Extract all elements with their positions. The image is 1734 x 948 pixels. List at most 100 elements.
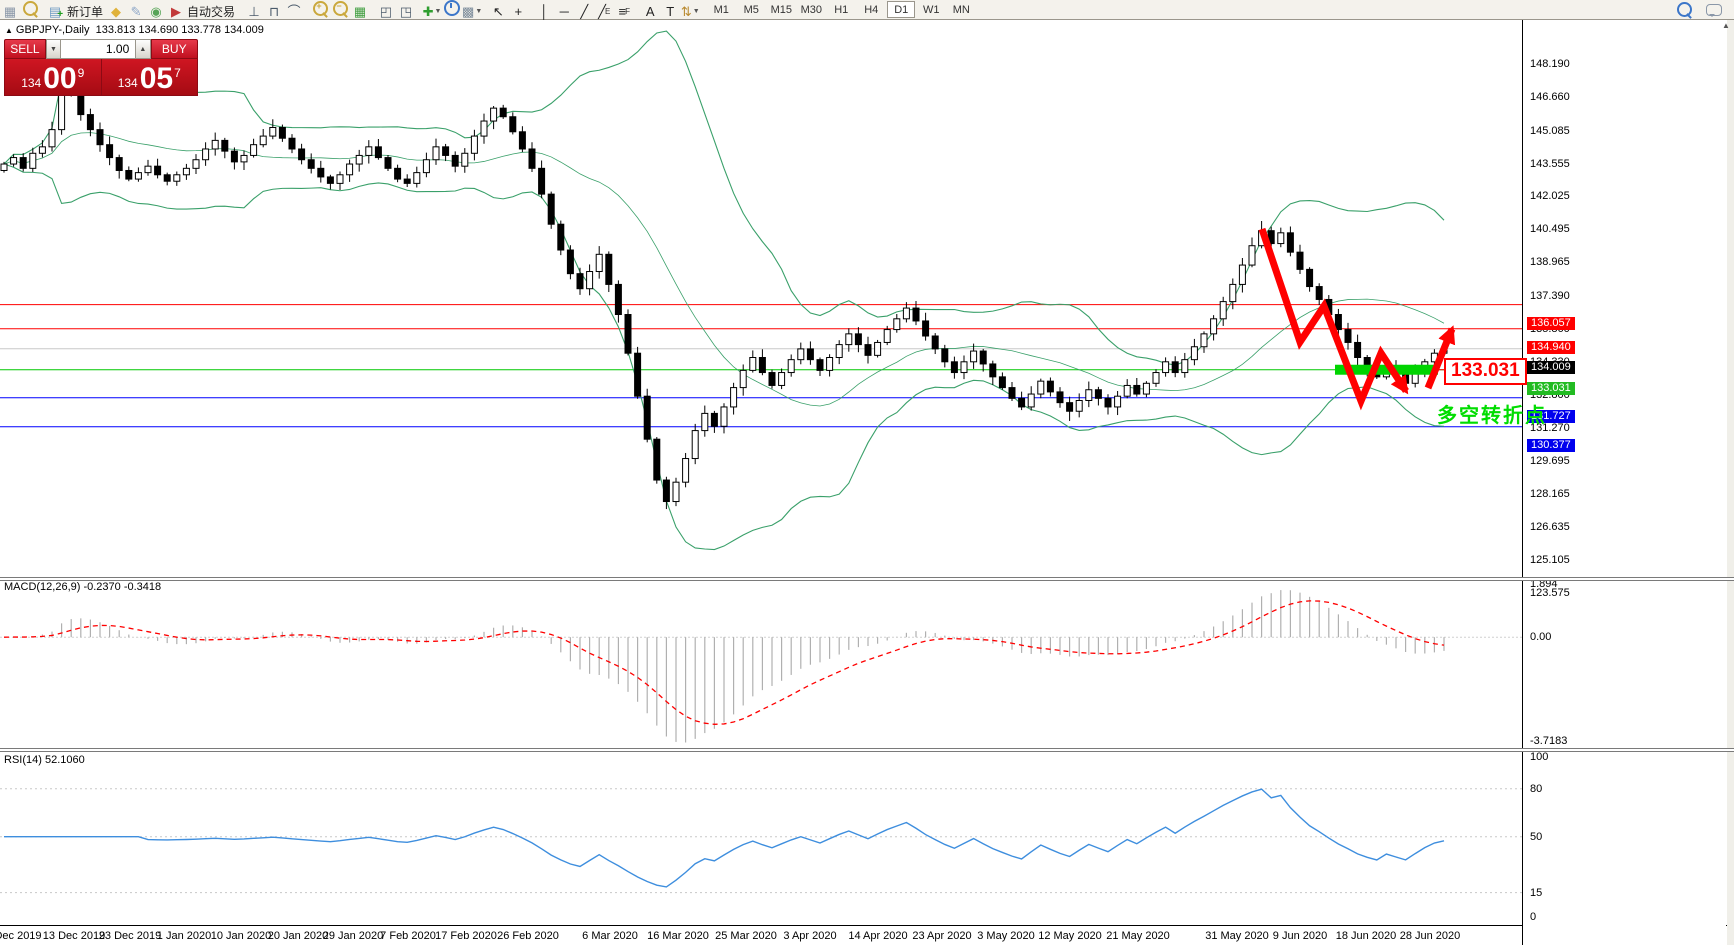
buy-button[interactable]: BUY <box>150 39 198 59</box>
symbol-name: GBPJPY-,Daily <box>15 24 90 36</box>
cursor-icon[interactable]: ↖ <box>492 3 504 19</box>
timeframe-W1[interactable]: W1 <box>923 3 940 16</box>
date-tick: 16 Mar 2020 <box>647 930 709 942</box>
chart-window[interactable]: ▲ GBPJPY-,Daily 133.813 134.690 133.778 1… <box>0 20 1734 948</box>
rsi-tick: 80 <box>1530 782 1543 795</box>
turning-point-note[interactable]: 多空转折点 <box>1437 405 1547 427</box>
arrange-windows-icon[interactable]: ◰ <box>379 3 393 19</box>
equidistant-channel-icon[interactable]: ╱ E <box>598 3 611 19</box>
timeframe-M1[interactable]: M1 <box>713 3 729 16</box>
collapse-triangle-icon[interactable]: ▲ <box>5 26 13 35</box>
date-tick: 14 Apr 2020 <box>848 930 908 942</box>
date-tick: 12 May 2020 <box>1038 930 1102 942</box>
arrange-cascade-icon[interactable]: ◳ <box>399 3 413 19</box>
sell-price-display[interactable]: 134 00 9 <box>5 59 102 95</box>
new-chart-icon[interactable]: ▦ <box>3 3 17 19</box>
text-icon[interactable]: A <box>645 3 655 19</box>
toolbar-right <box>1674 1 1734 18</box>
panel-sizer[interactable] <box>0 577 1734 581</box>
date-tick: 7 Feb 2020 <box>380 930 436 942</box>
price-tick: 142.025 <box>1530 190 1570 203</box>
trendline-icon[interactable]: ╱ <box>580 3 589 19</box>
text-label-icon[interactable]: T <box>666 3 675 19</box>
rsi-tick: 50 <box>1530 830 1543 843</box>
new-order-icon[interactable]: ▤ + <box>48 3 64 20</box>
metaeditor-icon[interactable]: ◆ <box>111 3 122 19</box>
date-tick: 13 Dec 2019 <box>42 930 106 942</box>
crosshair-icon[interactable]: + <box>514 3 523 19</box>
macd-tick: 1.894 <box>1530 578 1558 591</box>
timeframe-M5[interactable]: M5 <box>743 3 759 16</box>
price-axis[interactable]: 148.190 146.660 145.085 143.555 142.025 140.4… <box>1523 20 1726 945</box>
date-tick: 6 Mar 2020 <box>582 930 638 942</box>
add-indicator-icon[interactable]: ✚ ▼ <box>422 3 442 19</box>
panel-sizer[interactable] <box>0 748 1734 752</box>
vertical-line-icon[interactable]: │ <box>540 3 549 19</box>
timeframe-M30[interactable]: M30 <box>800 3 822 16</box>
timeframe-toolbar: M1 M5 M15 M30 H1 H4 D1 W1 MN <box>706 1 976 18</box>
price-badge: 133.031 <box>1527 381 1575 395</box>
price-tick: 123.575 <box>1530 587 1570 599</box>
rsi-canvas[interactable] <box>0 752 1522 923</box>
macd-canvas[interactable] <box>0 580 1522 746</box>
line-chart-icon[interactable]: ⌒ <box>287 3 301 19</box>
fibonacci-icon[interactable]: ≡ F <box>618 3 630 19</box>
sell-button[interactable]: SELL <box>4 39 46 59</box>
bar-chart-icon[interactable]: ⊥ <box>248 3 260 19</box>
support-level-label[interactable]: 133.031 <box>1444 358 1527 385</box>
scroll-up-icon[interactable]: ▲ <box>1722 21 1730 30</box>
volume-increase-button[interactable]: ▲ <box>135 39 151 59</box>
toolbar-icons: ▦ ▤ + 新订单 ◆ ✎ ◉ ▶ 自动交易 ⊥ ⊓ ⌒ + − ▦ ◰ ◳ ✚ ▼ ▩ ▼ ↖ + │ ─ ╱ ╱ E ≡ F A T ⇅ ▼ <box>0 0 706 20</box>
price-tick: 146.660 <box>1530 90 1570 103</box>
date-tick: 17 Feb 2020 <box>435 930 497 942</box>
price-tick: 143.555 <box>1530 157 1570 170</box>
new-order-label[interactable]: 新订单 <box>67 4 104 19</box>
sell-price-sup: 9 <box>77 66 85 80</box>
price-tick: 148.190 <box>1530 57 1570 70</box>
zoom-in-icon[interactable]: + <box>310 0 330 17</box>
tile-windows-icon[interactable]: ▦ <box>353 3 367 19</box>
sell-price-big: 00 <box>43 62 77 95</box>
search-icon[interactable] <box>1674 1 1694 18</box>
price-badge: 134.940 <box>1527 340 1575 354</box>
date-tick: 20 Jan 2020 <box>267 930 329 942</box>
price-badge: 136.057 <box>1527 316 1575 330</box>
rsi-tick: 0 <box>1530 910 1537 923</box>
buy-price-display[interactable]: 134 05 7 <box>101 59 197 95</box>
profiles-icon[interactable] <box>20 0 40 17</box>
experts-icon[interactable]: ✎ <box>130 3 142 19</box>
timeframe-D1[interactable]: D1 <box>887 1 916 18</box>
timeframe-H4[interactable]: H4 <box>864 3 879 16</box>
arrows-icon[interactable]: ⇅ ▼ <box>680 3 700 19</box>
toolbar: ▦ ▤ + 新订单 ◆ ✎ ◉ ▶ 自动交易 ⊥ ⊓ ⌒ + − ▦ ◰ ◳ ✚ ▼ ▩ ▼ ↖ + │ ─ ╱ ╱ E ≡ F A T ⇅ ▼ … <box>0 0 1734 20</box>
right-scroll-strip[interactable] <box>1727 20 1734 945</box>
zoom-out-icon[interactable]: − <box>330 0 350 17</box>
chat-icon[interactable] <box>1704 1 1724 18</box>
price-chart-canvas[interactable] <box>0 20 1522 577</box>
timeframe-MN[interactable]: MN <box>952 3 970 16</box>
volume-input[interactable]: 1.00 <box>61 39 136 59</box>
news-icon[interactable]: ◉ <box>150 3 162 19</box>
date-tick: 23 Dec 2019 <box>98 930 162 942</box>
price-tick: 128.165 <box>1530 488 1570 501</box>
price-badge: 130.377 <box>1527 438 1575 452</box>
date-tick: 10 Jan 2020 <box>210 930 272 942</box>
timeframe-M15[interactable]: M15 <box>770 3 792 16</box>
candlestick-chart-icon[interactable]: ⊓ <box>268 3 280 19</box>
autotrading-icon[interactable]: ▶ <box>171 3 182 19</box>
price-tick: 140.495 <box>1530 223 1570 236</box>
volume-decrease-button[interactable]: ▼ <box>45 39 62 59</box>
horizontal-line-icon[interactable]: ─ <box>559 3 569 19</box>
sell-price-main: 134 <box>21 76 42 90</box>
symbol-title: ▲ GBPJPY-,Daily 133.813 134.690 133.778 1… <box>5 24 264 36</box>
autotrading-label[interactable]: 自动交易 <box>187 4 236 19</box>
buy-price-big: 05 <box>139 62 174 95</box>
timeframe-H1[interactable]: H1 <box>834 3 849 16</box>
date-tick: 29 Jan 2020 <box>322 930 384 942</box>
templates-icon[interactable]: ▩ ▼ <box>462 3 483 19</box>
periods-clock-icon[interactable] <box>442 0 462 16</box>
price-tick: 125.105 <box>1530 554 1570 567</box>
date-tick: 25 Mar 2020 <box>715 930 777 942</box>
